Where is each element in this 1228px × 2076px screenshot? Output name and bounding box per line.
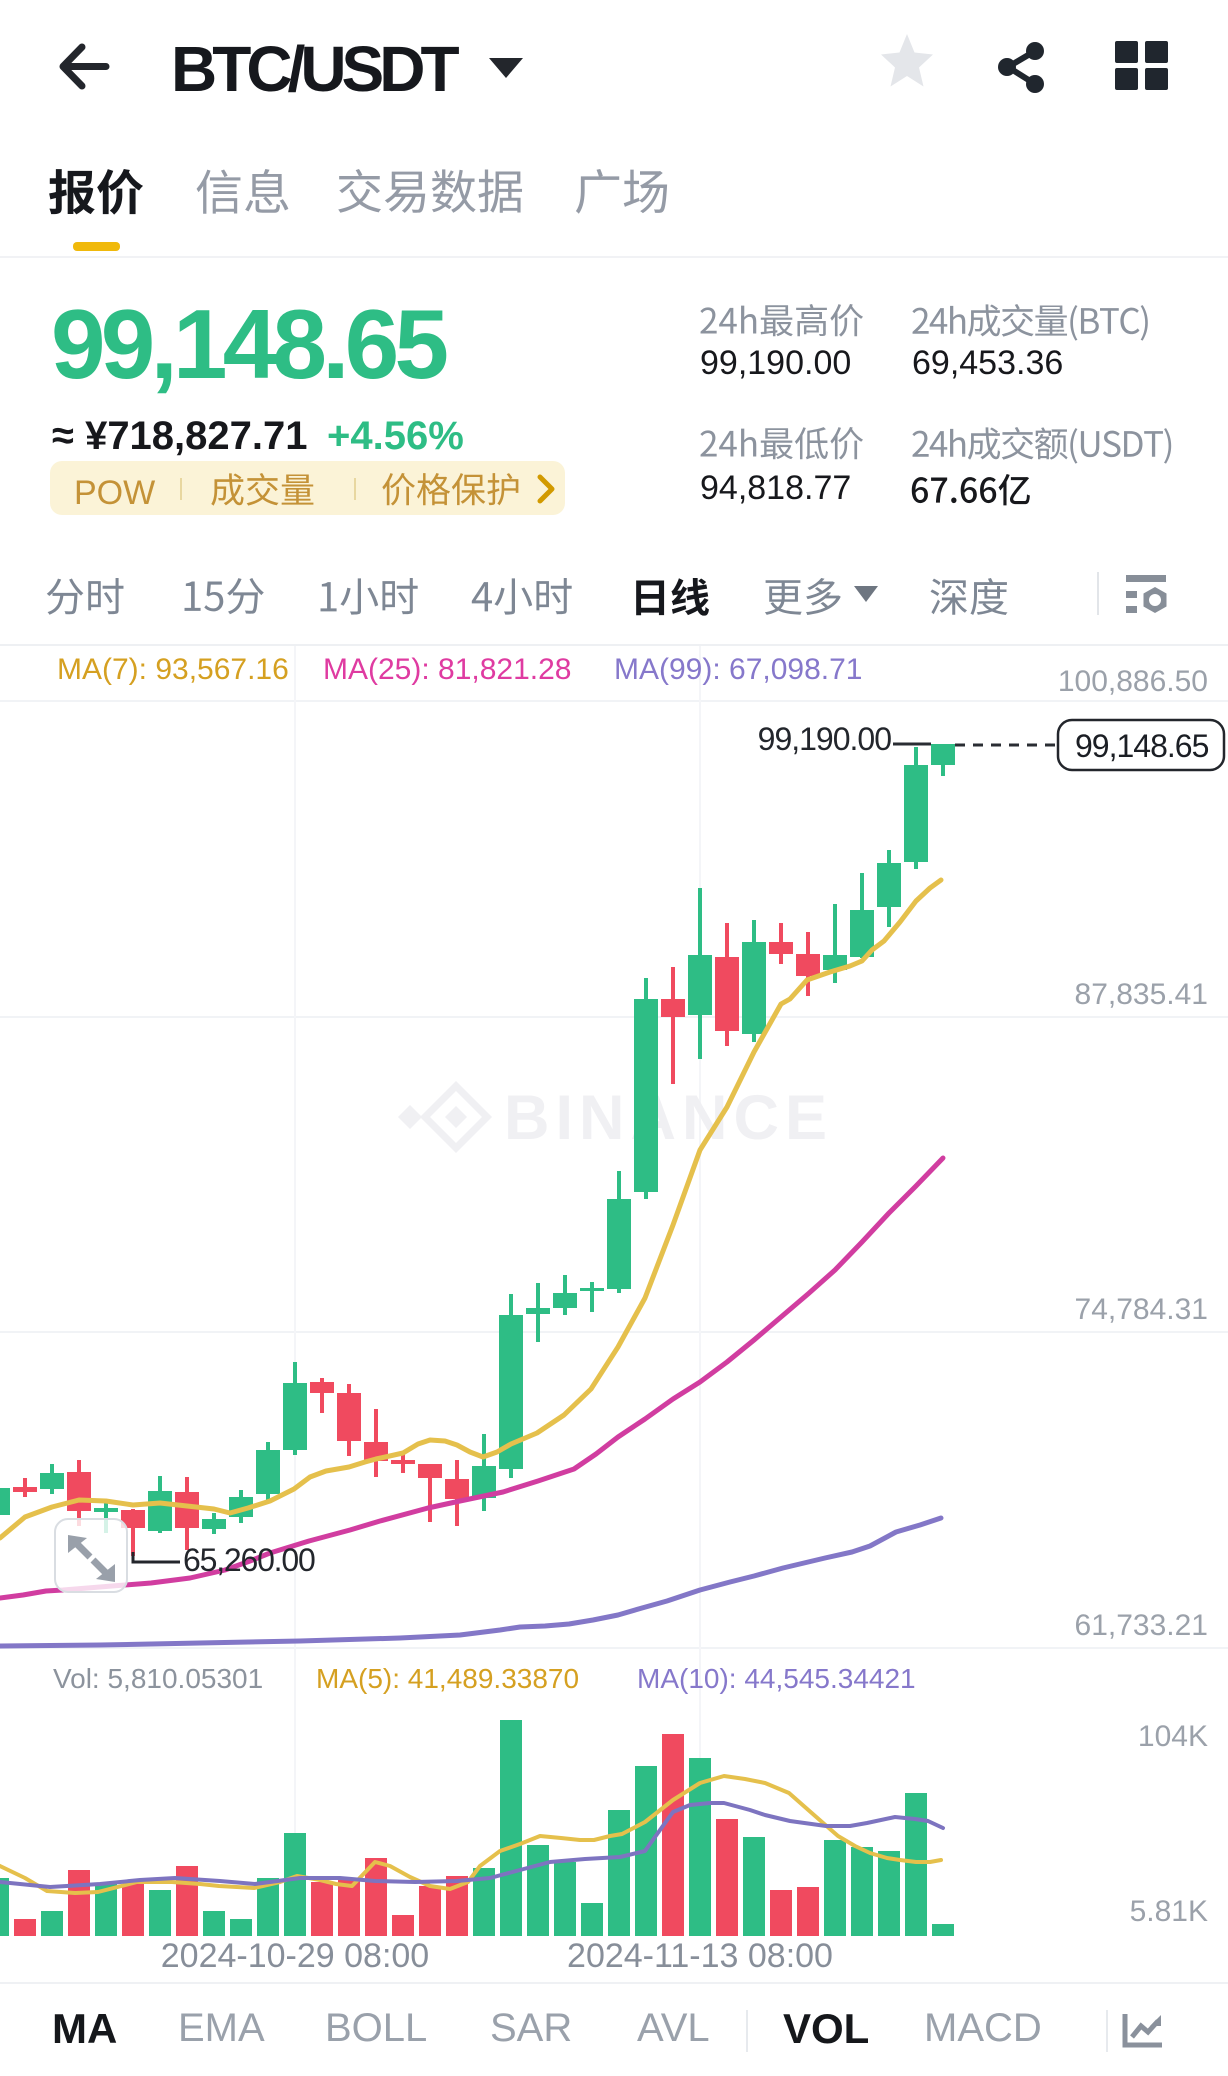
svg-text:BINANCE: BINANCE [504,1083,833,1153]
